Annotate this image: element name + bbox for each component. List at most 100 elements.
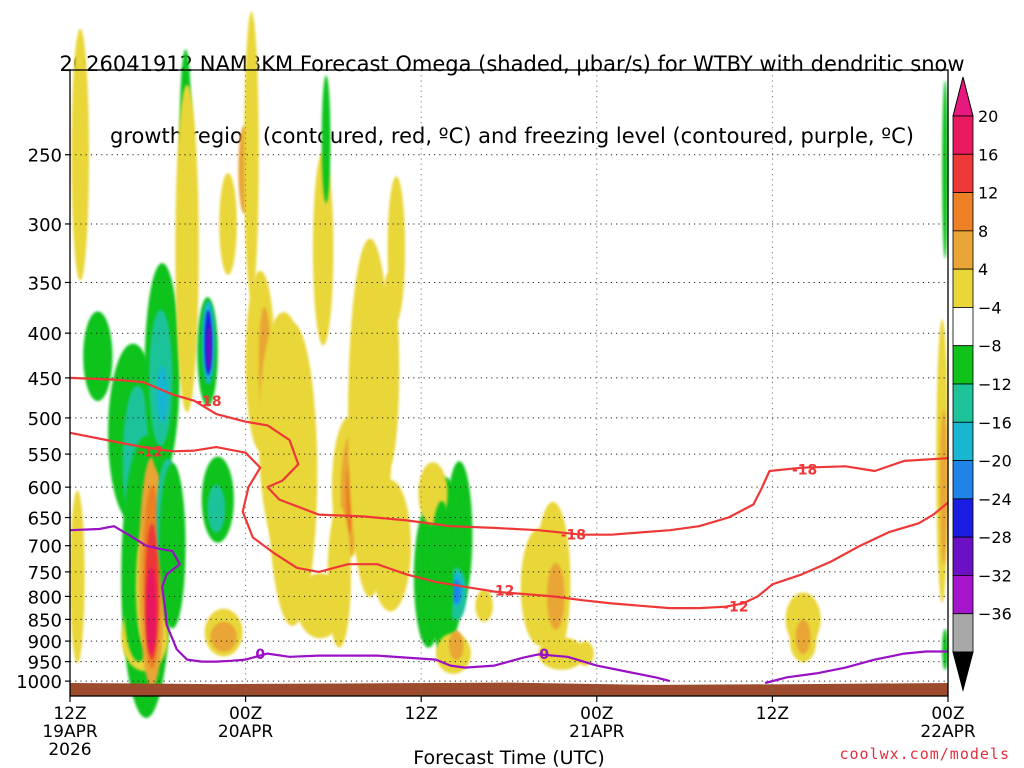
omega-region (207, 484, 226, 533)
omega-region (146, 566, 157, 655)
colorbar-label: −16 (978, 413, 1012, 432)
omega-region (210, 621, 237, 652)
colorbar-label: 8 (978, 222, 988, 241)
x-tick-label: 20APR (218, 722, 274, 742)
y-tick-label: 950 (28, 653, 62, 674)
colorbar-swatch (952, 575, 974, 615)
omega-region (159, 463, 186, 629)
y-tick-label: 800 (28, 587, 62, 608)
omega-region (219, 173, 237, 275)
omega-region (942, 628, 948, 671)
omega-region (538, 637, 586, 670)
y-tick-label: 500 (28, 409, 62, 430)
omega-region (267, 322, 318, 626)
x-tick-label: 00Z (580, 704, 613, 724)
colorbar-bottom-arrow (952, 651, 974, 692)
colorbar-swatch (952, 613, 974, 653)
omega-region (327, 506, 351, 648)
x-tick-label: 12Z (405, 704, 438, 724)
y-axis-ticks: 2503003504004505005506006507007508008509… (16, 146, 70, 693)
colorbar-swatch (952, 460, 974, 500)
y-tick-label: 650 (28, 509, 62, 530)
omega-region (206, 324, 212, 371)
colorbar-label: 20 (978, 107, 998, 126)
colorbar-label: −20 (978, 452, 1012, 471)
y-tick-label: 1000 (16, 672, 62, 693)
colorbar-label: 4 (978, 260, 988, 279)
colorbar: 20 16 12 8 4 −4 −8 −12 −16 −20 −24 −28 −32 −36 (952, 76, 1012, 692)
colorbar-label: −4 (978, 298, 1002, 317)
colorbar-swatch (952, 153, 974, 193)
x-axis-label: Forecast Time (UTC) (413, 747, 604, 768)
y-tick-label: 850 (28, 610, 62, 631)
contour-line (764, 650, 948, 685)
contour-line (69, 525, 671, 683)
contour-line (69, 431, 949, 610)
colorbar-swatch (952, 421, 974, 461)
colorbar-swatch (952, 307, 974, 347)
credit-text: coolwx.com/models (839, 745, 1010, 763)
omega-region (175, 84, 199, 413)
colorbar-label: −24 (978, 490, 1012, 509)
y-tick-label: 350 (28, 273, 62, 294)
colorbar-label: −12 (978, 375, 1012, 394)
omega-region (378, 272, 400, 467)
y-tick-label: 750 (28, 563, 62, 584)
colorbar-label: −32 (978, 566, 1012, 585)
omega-region (942, 80, 948, 259)
omega-region (475, 589, 493, 622)
y-tick-label: 550 (28, 445, 62, 466)
colorbar-swatch (952, 230, 974, 270)
colorbar-label: −36 (978, 605, 1012, 624)
temperature-contours: -18 -18 -18 -12 -12 -12 0 0 (69, 376, 949, 685)
omega-shading (70, 11, 948, 718)
omega-region (156, 366, 169, 423)
y-tick-label: 600 (28, 478, 62, 499)
omega-region (70, 490, 85, 664)
x-tick-label: 12Z (53, 704, 86, 724)
colorbar-swatch (952, 383, 974, 423)
omega-region (369, 479, 411, 612)
omega-region (321, 75, 331, 204)
ground-fill (70, 682, 948, 696)
contour-label: 0 (539, 647, 549, 663)
colorbar-swatch (952, 268, 974, 308)
x-tick-label: 00Z (931, 704, 964, 724)
contour-label: 0 (255, 647, 265, 663)
y-tick-label: 300 (28, 215, 62, 236)
y-tick-label: 250 (28, 146, 62, 167)
colorbar-label: −8 (978, 337, 1002, 356)
colorbar-swatch (952, 536, 974, 576)
omega-region (429, 500, 454, 653)
omega-region (244, 11, 259, 298)
y-tick-label: 450 (28, 369, 62, 390)
colorbar-swatch (952, 115, 974, 155)
contour-label: -12 (489, 584, 514, 600)
colorbar-swatch (952, 498, 974, 538)
title-line-1: 2026041912 NAM3KM Forecast Omega (shaded… (59, 52, 965, 76)
x-tick-label: 12Z (756, 704, 789, 724)
contour-line (69, 376, 949, 536)
x-tick-label: 2026 (48, 740, 91, 760)
omega-region (795, 619, 811, 654)
y-tick-label: 700 (28, 537, 62, 558)
colorbar-label: −28 (978, 528, 1012, 547)
contour-label: -12 (723, 600, 748, 616)
contour-label: -18 (561, 528, 586, 544)
colorbar-swatch (952, 345, 974, 385)
x-tick-label: 21APR (569, 722, 625, 742)
x-tick-label: 00Z (229, 704, 262, 724)
x-tick-label: 22APR (920, 722, 976, 742)
contour-label: -18 (792, 463, 817, 479)
contour-label: -18 (196, 394, 221, 410)
colorbar-label: 16 (978, 145, 998, 164)
omega-region (83, 311, 113, 402)
omega-region (449, 630, 464, 660)
colorbar-label: 12 (978, 184, 998, 203)
x-tick-label: 19APR (42, 722, 98, 742)
colorbar-top-arrow (952, 76, 974, 117)
plot-frame (69, 69, 949, 697)
omega-region (312, 151, 334, 346)
